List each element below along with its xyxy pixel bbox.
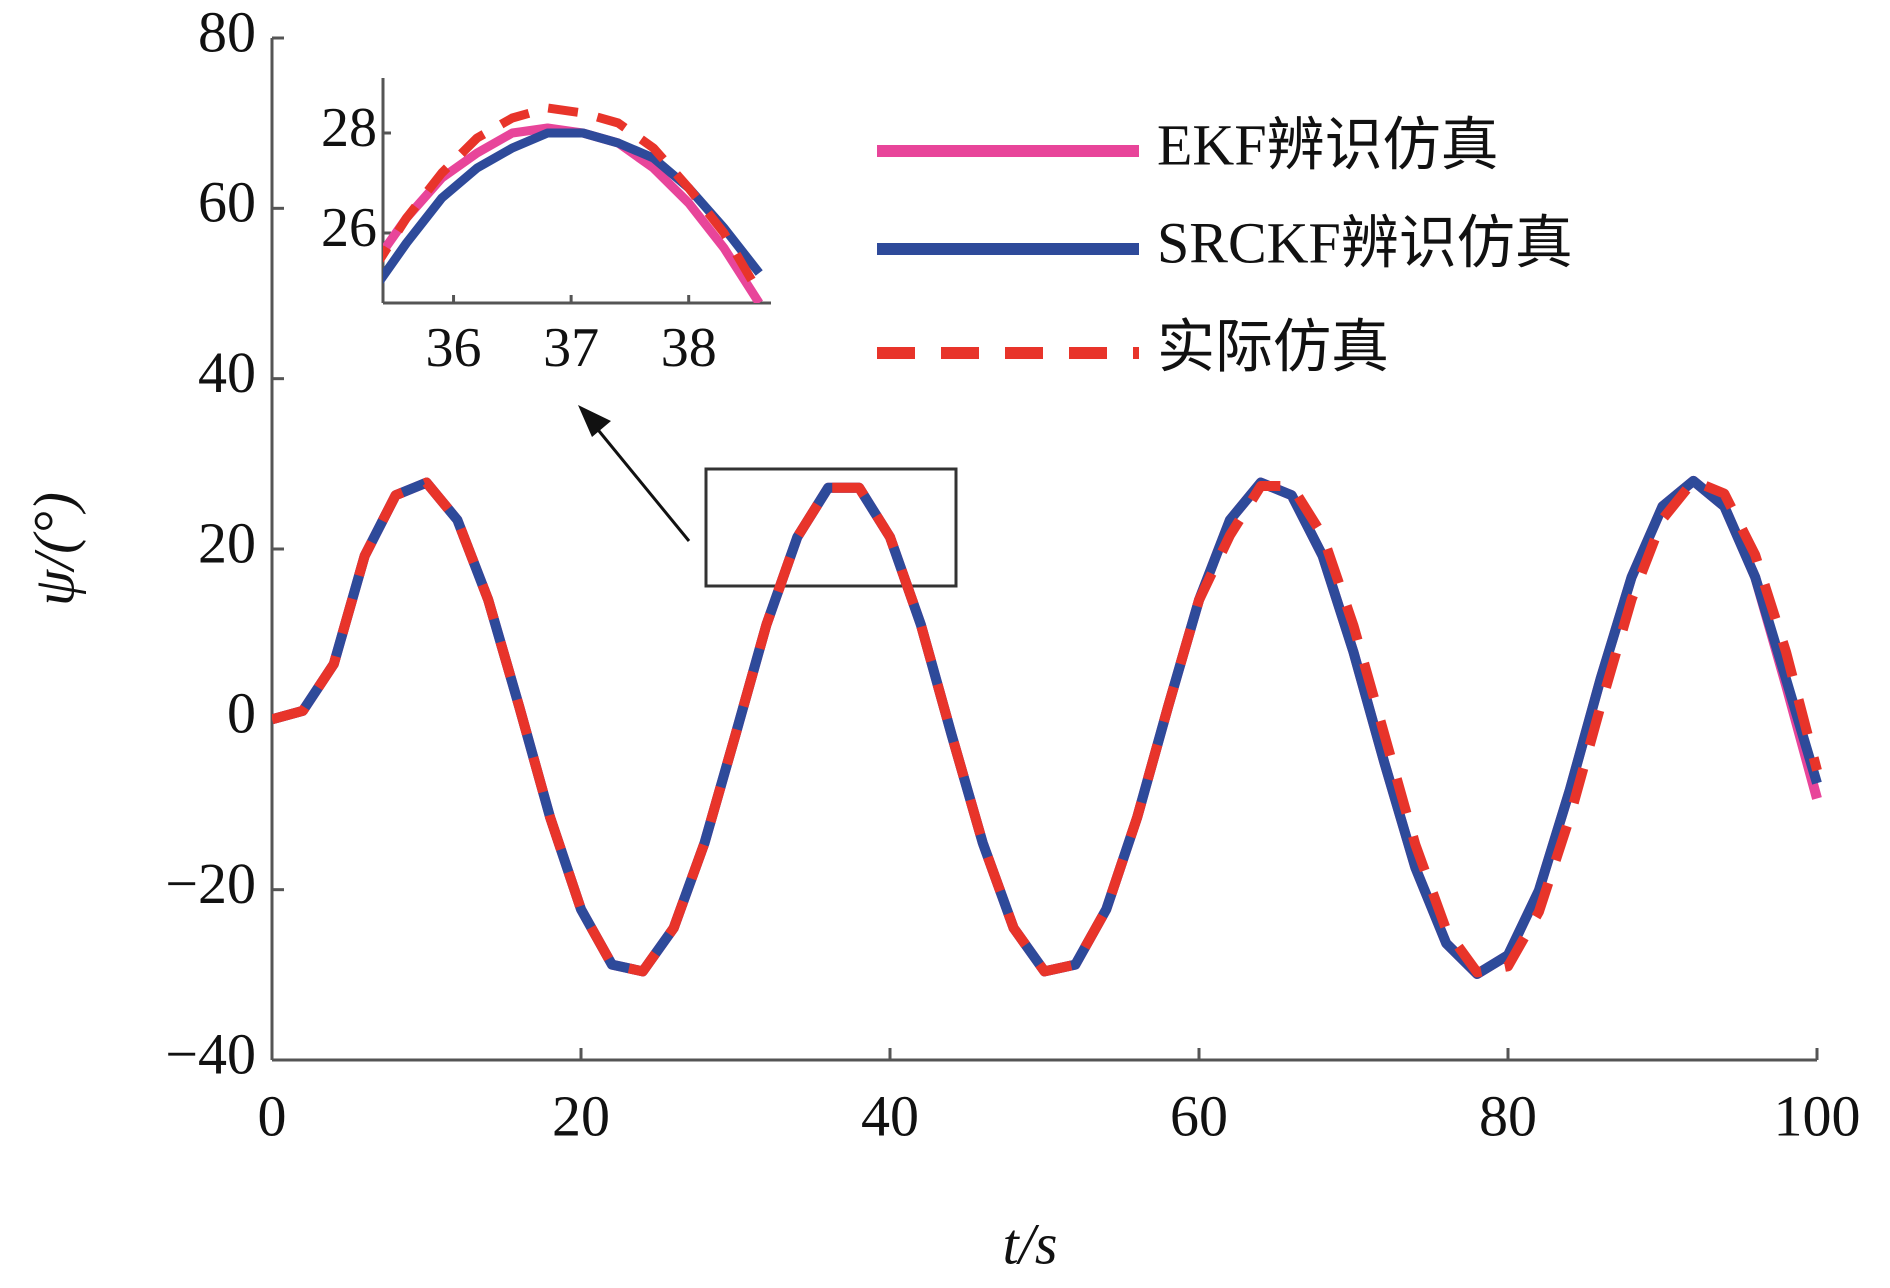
zoom-box: [704, 467, 958, 588]
x-axis-label: t/s: [1003, 1211, 1058, 1276]
legend-label: SRCKF辨识仿真: [1157, 210, 1573, 275]
zoom-arrow-head: [578, 405, 611, 437]
x-tick-label: 0: [258, 1083, 287, 1148]
y-tick-label: −40: [165, 1021, 256, 1086]
zoom-arrow-line: [588, 419, 691, 542]
y-tick-label: 0: [227, 681, 256, 746]
y-tick-label: 40: [198, 340, 256, 405]
plot-area: [383, 103, 764, 303]
series-line: [272, 475, 1822, 978]
y-tick-label: 80: [198, 0, 256, 64]
x-tick-label: 60: [1170, 1083, 1228, 1148]
x-tick-label: 37: [543, 317, 599, 379]
legend-label: 实际仿真: [1157, 314, 1389, 379]
x-tick-label: 80: [1479, 1083, 1537, 1148]
y-tick-label: 20: [198, 510, 256, 575]
plot-area: [272, 475, 1822, 979]
x-tick-label: 100: [1774, 1083, 1861, 1148]
y-tick-label: 60: [198, 170, 256, 235]
y-tick-label: −20: [165, 851, 256, 916]
legend-label: EKF辨识仿真: [1157, 112, 1499, 177]
x-tick-label: 38: [661, 317, 717, 379]
x-tick-label: 20: [552, 1083, 610, 1148]
y-tick-label: 28: [321, 97, 377, 159]
y-axis-label: ψ/(°): [21, 492, 86, 606]
series-line: [383, 103, 764, 296]
x-tick-label: 36: [426, 317, 482, 379]
x-tick-label: 40: [861, 1083, 919, 1148]
y-tick-label: 26: [321, 197, 377, 259]
series-line: [272, 475, 1822, 979]
